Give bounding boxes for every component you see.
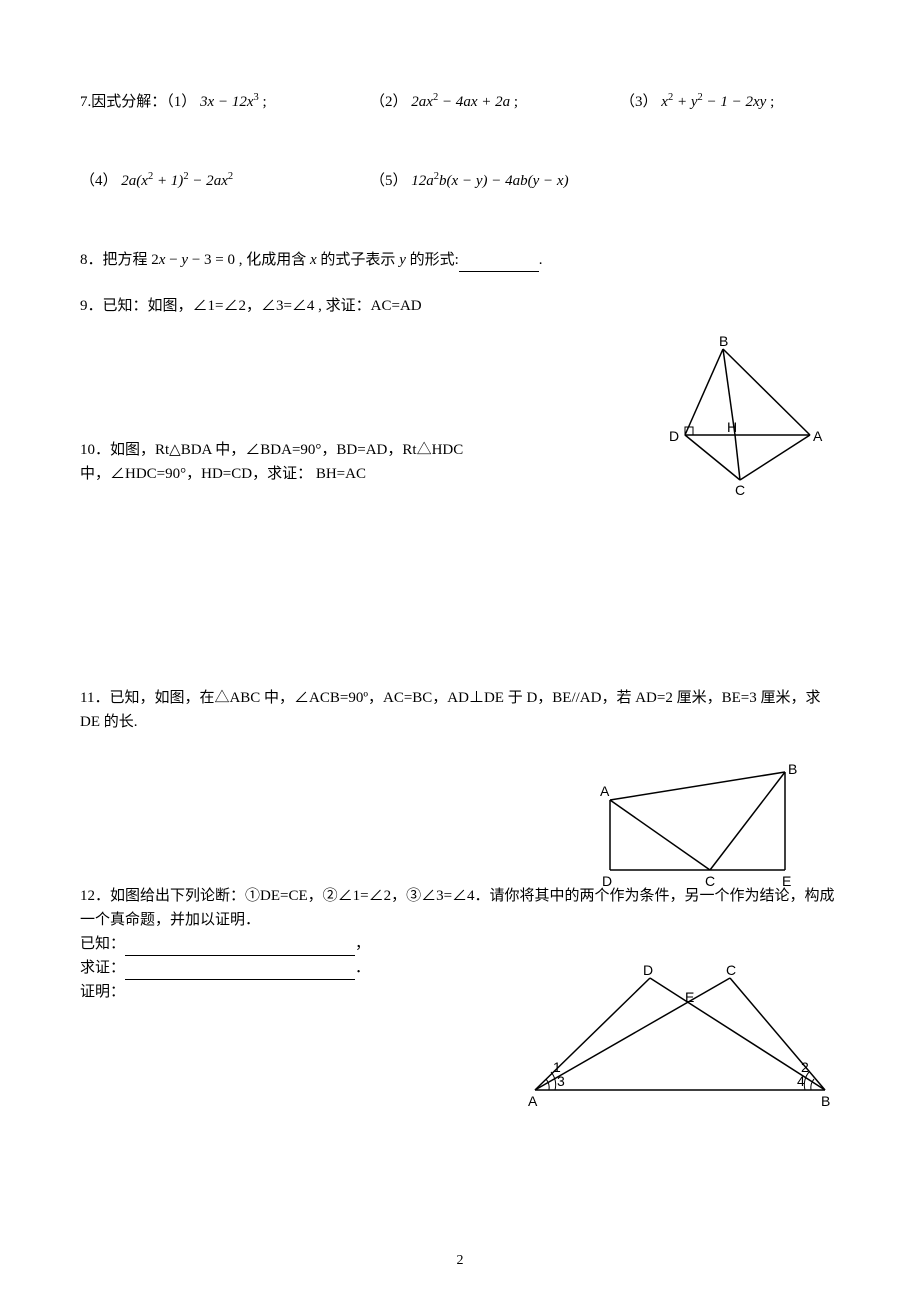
label-C: C — [705, 873, 715, 889]
label-E: E — [685, 989, 694, 1005]
figure-10: B D H A C — [665, 335, 825, 508]
label-D: D — [669, 428, 679, 444]
figure-11-svg: A B D C E — [590, 760, 810, 890]
label-E: E — [782, 873, 791, 889]
label-3: 3 — [557, 1073, 565, 1089]
label-D: D — [602, 873, 612, 889]
label-B: B — [719, 335, 728, 349]
q7-part3: （3） x2 + y2 − 1 − 2xy ; — [620, 90, 774, 114]
label-A: A — [600, 783, 610, 799]
label-4: 4 — [797, 1073, 805, 1089]
figure-10-svg: B D H A C — [665, 335, 825, 500]
q7-part2: （2） 2ax2 − 4ax + 2a ; — [370, 90, 620, 114]
question-7: 7.因式分解：（1） 3x − 12x3 ; （2） 2ax2 − 4ax + … — [80, 90, 840, 193]
q7-part5: （5） 12a2b(x − y) − 4ab(y − x) — [370, 169, 569, 193]
page-number: 2 — [0, 1250, 920, 1272]
q7-part1: 7.因式分解：（1） 3x − 12x3 ; — [80, 90, 370, 114]
q7-part4: （4） 2a(x2 + 1)2 − 2ax2 — [80, 169, 370, 193]
label-C: C — [735, 482, 745, 498]
label-B: B — [821, 1093, 830, 1109]
fill-blank-8[interactable] — [459, 256, 539, 272]
fill-blank-12b[interactable] — [125, 964, 355, 980]
question-8: 8．把方程 2x − y − 3 = 0 , 化成用含 x 的式子表示 y 的形… — [80, 248, 840, 272]
label-B: B — [788, 761, 797, 777]
figure-11: A B D C E — [590, 760, 810, 898]
question-9: 9．已知：如图，∠1=∠2，∠3=∠4 , 求证：AC=AD — [80, 294, 840, 318]
figure-12: D C E A B 1 3 2 4 — [525, 960, 835, 1118]
label-A: A — [528, 1093, 538, 1109]
question-11: 11．已知，如图，在△ABC 中，∠ACB=90º，AC=BC，AD⊥DE 于 … — [80, 686, 840, 734]
label-H: H — [727, 419, 737, 435]
label-D: D — [643, 962, 653, 978]
question-10: 10．如图，Rt△BDA 中，∠BDA=90°，BD=AD，Rt△HDC 中，∠… — [80, 438, 600, 486]
label-C: C — [726, 962, 736, 978]
figure-12-svg: D C E A B 1 3 2 4 — [525, 960, 835, 1110]
fill-blank-12a[interactable] — [125, 940, 355, 956]
label-A: A — [813, 428, 823, 444]
